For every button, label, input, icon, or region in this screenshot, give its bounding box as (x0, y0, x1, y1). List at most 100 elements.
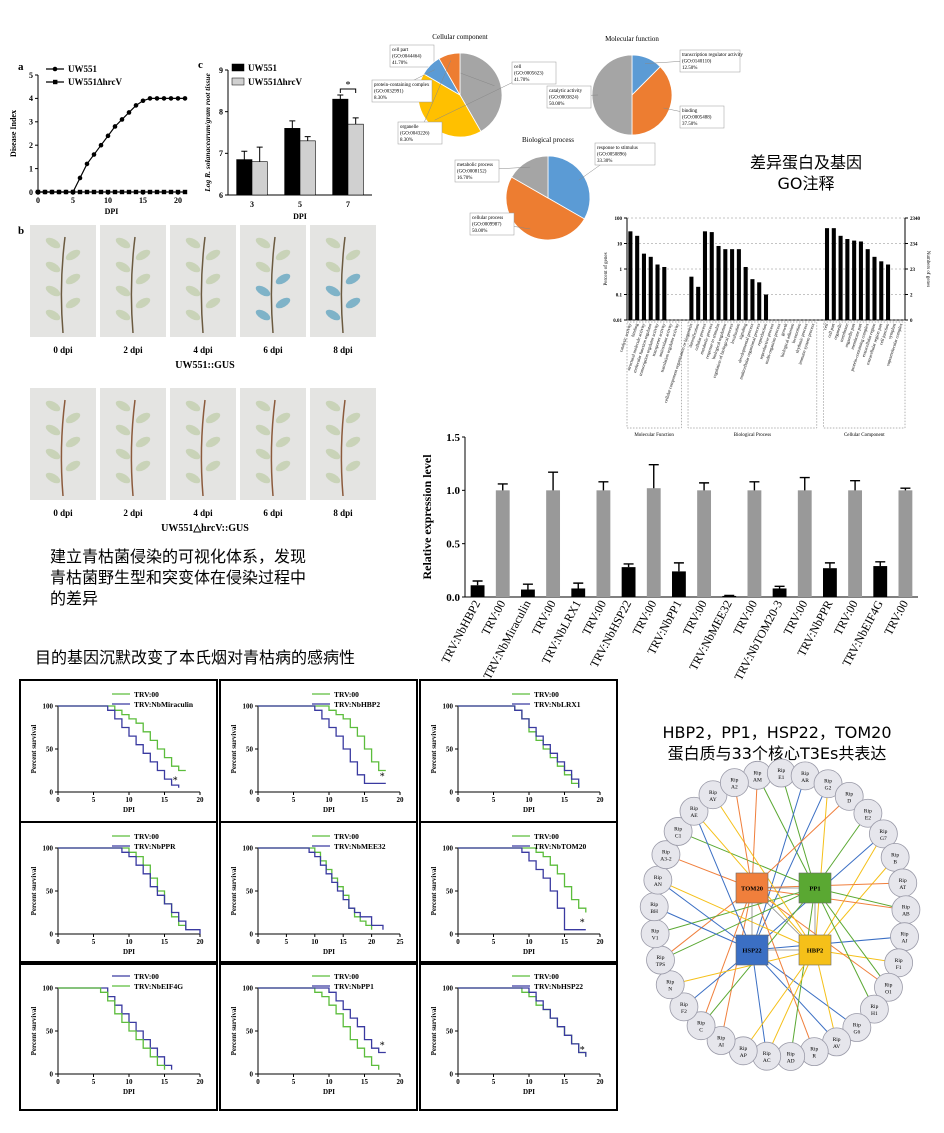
y-tick-label: 0 (50, 1070, 54, 1078)
bar (646, 488, 661, 597)
x-tick-label: 20 (397, 1078, 405, 1086)
legend-label: TRV:NbMEE32 (334, 842, 386, 851)
label-box (679, 105, 725, 129)
y-tick-label: 50 (246, 1027, 254, 1035)
panel-frame (219, 821, 418, 965)
marker (161, 96, 167, 101)
network-node (884, 948, 914, 978)
plant-leaf (135, 436, 151, 448)
photo-label: 4 dpi (193, 508, 213, 518)
plant-stem (60, 236, 66, 334)
network-edge (814, 887, 875, 1010)
node-label: Rip (662, 850, 670, 856)
marker (140, 189, 146, 195)
node-label: G6 (853, 1030, 860, 1036)
node-label: Rip (853, 1023, 861, 1029)
node-label: AV (833, 1044, 840, 1050)
x-tick-label: 5 (92, 796, 96, 804)
panel-letter: b (18, 225, 24, 237)
pie-title: Biological process (522, 136, 574, 144)
plant-leaf (345, 460, 361, 472)
x-axis-label: DPI (323, 806, 335, 814)
photo-label: 2 dpi (123, 345, 143, 355)
bar (332, 98, 349, 196)
panel-frame (419, 821, 618, 965)
error-bar (900, 487, 911, 491)
network-edge (751, 949, 768, 1057)
marker (56, 189, 62, 195)
plant-leaf (185, 309, 201, 321)
error-bar (824, 562, 835, 569)
bar (879, 261, 884, 320)
marker (182, 189, 188, 195)
bar (671, 571, 686, 597)
node-label: Rip (690, 806, 698, 812)
slice-go-id: (GO:0003824) (549, 96, 579, 101)
plant-leaf (255, 285, 271, 297)
photo (240, 225, 306, 337)
slice-go-id: (GO:0009987) (472, 223, 502, 228)
section-label: Cellular Component (844, 433, 885, 438)
x-tick-label: cell (822, 322, 829, 330)
y-tick-label: 1 (620, 268, 623, 273)
legend-label: UW551ΔhrcV (248, 77, 302, 87)
legend-label: TRV:NbHBP2 (334, 700, 380, 709)
x-tick-label: 5 (292, 796, 296, 804)
error-bar (648, 464, 659, 489)
legend-label: UW551 (248, 63, 277, 73)
photo (30, 388, 96, 500)
x-tick-label: 0 (36, 196, 40, 205)
node-label: Rip (884, 982, 892, 988)
x-tick-label: 15 (561, 796, 569, 804)
bar (347, 123, 364, 196)
bar (797, 490, 812, 597)
plant-leaf (255, 309, 271, 321)
hub-label: TOM20 (741, 886, 763, 893)
series-line (58, 847, 201, 934)
network-edge (766, 949, 816, 1057)
marker (84, 189, 90, 195)
slice-value-label: 8.30% (400, 138, 413, 143)
hub-node (735, 872, 769, 904)
x-tick-label: 10 (126, 796, 134, 804)
pie-title: Molecular function (605, 35, 659, 43)
plant-leaf (45, 400, 61, 412)
node-label: Rip (674, 826, 682, 832)
network-edge (654, 887, 816, 935)
x-tick-label: signaling (738, 322, 748, 340)
bar (689, 276, 694, 320)
y-tick-label: 8 (219, 107, 223, 116)
node-label: Rip (899, 878, 907, 884)
photo-label: 6 dpi (263, 508, 283, 518)
x-tick-label: 5 (92, 1078, 96, 1086)
node-label: AI (718, 1043, 724, 1049)
marker (147, 189, 153, 195)
series-line (258, 987, 386, 1054)
x-tick-label: 0 (56, 938, 60, 946)
series-line (458, 847, 587, 913)
bar (635, 235, 640, 320)
x-tick-label: TRV:00 (881, 598, 911, 638)
slice-go-id: (GO:0140110) (682, 60, 712, 65)
x-tick-label: 20 (597, 1078, 605, 1086)
node-label: E2 (865, 815, 871, 821)
plant-leaf (185, 285, 201, 297)
node-label: Rip (902, 905, 910, 911)
bar (299, 140, 316, 196)
slice-label: binding (682, 109, 698, 114)
plant-leaf (185, 448, 201, 460)
photo-label: 8 dpi (333, 345, 353, 355)
slice-label: cell (514, 65, 522, 70)
plant-leaf (325, 261, 341, 273)
x-axis-label: DPI (523, 948, 535, 956)
x-tick-label: 20 (197, 796, 205, 804)
y2-tick-label: 2 (910, 294, 913, 299)
y2-tick-label: 23 (910, 268, 916, 273)
series-line (458, 705, 580, 788)
legend-label: TRV:NbPP1 (334, 982, 374, 991)
node-label: Rip (680, 1002, 688, 1008)
plant-stem (60, 399, 66, 497)
legend-label: TRV:NbPPR (134, 842, 176, 851)
network-edge (677, 830, 816, 889)
caption: 目的基因沉默改变了本氏烟对青枯病的感病性 (35, 648, 355, 667)
